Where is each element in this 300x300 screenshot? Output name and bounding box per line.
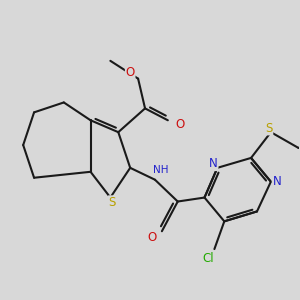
- Text: S: S: [265, 122, 273, 135]
- Text: N: N: [272, 175, 281, 188]
- Text: N: N: [209, 158, 218, 170]
- Text: O: O: [175, 118, 184, 131]
- Text: O: O: [147, 231, 157, 244]
- Text: NH: NH: [153, 165, 169, 175]
- Text: O: O: [126, 66, 135, 79]
- Text: S: S: [109, 196, 116, 209]
- Text: Cl: Cl: [202, 253, 214, 266]
